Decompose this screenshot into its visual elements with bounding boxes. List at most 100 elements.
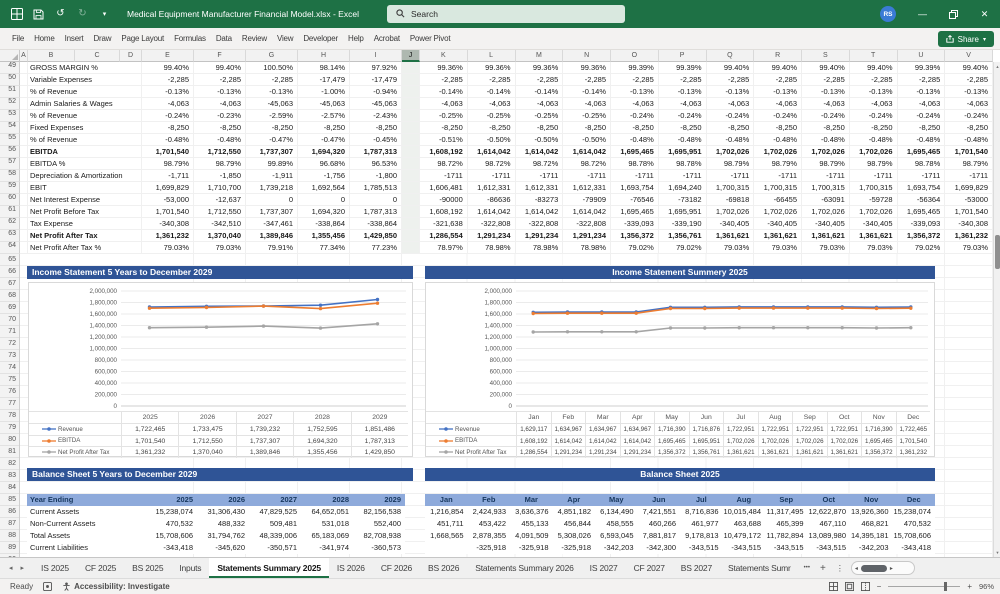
cell[interactable]: 1,389,846 [246,230,298,242]
cell[interactable]: 2,424,933 [472,507,506,516]
cell[interactable]: 79.03% [142,242,194,254]
cell[interactable]: -1711 [706,170,755,182]
row-header-72[interactable]: 72 [0,338,19,350]
sheet-nav-right-icon[interactable]: ▸ [20,565,25,572]
cell[interactable]: -2,285 [897,74,946,86]
bs-row-label[interactable]: Current Liabilities [30,543,88,552]
cell[interactable]: 97.92% [350,62,402,74]
row-header-52[interactable]: 52 [0,98,20,110]
cell[interactable]: 1,614,042 [515,146,564,158]
cell[interactable]: -0.48% [194,134,246,146]
cell[interactable]: 467,110 [819,519,846,528]
sheet-tab-is-2026[interactable]: IS 2026 [336,563,365,573]
cell[interactable]: -4,063 [515,98,564,110]
cell[interactable]: 1,612,331 [515,182,564,194]
cell[interactable] [20,62,28,74]
redo-icon[interactable]: ↻ [78,8,87,19]
cell[interactable]: -79909 [563,194,611,206]
cell[interactable]: 1,702,026 [849,146,898,158]
row-label-57[interactable]: EBITDA % [28,158,142,170]
cell[interactable]: 0 [350,194,402,206]
cell-selected-column[interactable] [402,98,420,110]
cell[interactable]: 1,692,564 [298,182,350,194]
cell[interactable]: -0.48% [658,134,707,146]
cell[interactable]: 1,614,042 [563,146,611,158]
cell[interactable]: -69818 [706,194,755,206]
cell[interactable]: -76546 [611,194,659,206]
cell[interactable]: 10,015,484 [723,507,761,516]
cell[interactable]: 99.40% [802,62,850,74]
row-header-61[interactable]: 61 [0,206,20,218]
cell[interactable]: 11,782,894 [766,531,804,540]
row-label-64[interactable]: Net Profit After Tax % [28,242,142,254]
cell[interactable]: 463,688 [733,519,761,528]
row-header-75[interactable]: 75 [0,374,19,386]
cell[interactable]: -59728 [849,194,898,206]
cell[interactable]: -340,405 [754,218,802,230]
cell[interactable]: 531,018 [321,519,349,528]
cell[interactable]: -4,063 [802,98,850,110]
page-layout-view-icon[interactable] [844,582,854,591]
cell[interactable]: -0.47% [246,134,298,146]
cell[interactable]: 1,701,540 [142,206,194,218]
cell[interactable]: -8,250 [849,122,898,134]
cell[interactable] [20,134,28,146]
column-header-B[interactable]: B [28,50,75,62]
cell[interactable]: 1,693,754 [611,182,659,194]
cell[interactable]: 98.78% [897,158,946,170]
cell[interactable]: 1,710,700 [194,182,246,194]
cell[interactable]: -0.50% [563,134,611,146]
cell-selected-column[interactable] [402,218,420,230]
row-header-51[interactable]: 51 [0,86,20,98]
cell[interactable]: -0.47% [298,134,350,146]
cell[interactable] [20,182,28,194]
cell[interactable]: 77.34% [298,242,350,254]
row-header-81[interactable]: 81 [0,446,19,458]
row-header-69[interactable]: 69 [0,302,19,314]
cell[interactable]: -1711 [515,170,564,182]
cell[interactable]: -45,063 [350,98,402,110]
cell[interactable]: 78.98% [515,242,564,254]
cell[interactable]: 79.02% [611,242,659,254]
cell[interactable]: -0.48% [849,134,898,146]
cell[interactable]: -1,850 [194,170,246,182]
cell[interactable] [425,542,468,554]
cell[interactable]: 1,702,026 [754,146,802,158]
column-header-I[interactable]: I [350,50,402,62]
cell[interactable]: -2,285 [706,74,755,86]
cell[interactable]: 98.14% [298,62,350,74]
sheet-tab-bs-2025[interactable]: BS 2025 [132,563,164,573]
cell[interactable]: 13,089,980 [808,531,846,540]
cell[interactable]: 1,695,465 [897,146,946,158]
cell[interactable]: 1,606,481 [420,182,468,194]
cell[interactable]: 1,785,513 [350,182,402,194]
cell[interactable]: 79.03% [194,242,246,254]
cell[interactable]: -4,063 [611,98,659,110]
cell[interactable]: 1,701,540 [945,206,993,218]
cell[interactable]: 1,712,550 [194,206,246,218]
cell[interactable]: -4,063 [467,98,516,110]
row-label-54[interactable]: Fixed Expenses [28,122,142,134]
row-header-76[interactable]: 76 [0,386,19,398]
cell[interactable]: -0.13% [706,86,755,98]
row-header-70[interactable]: 70 [0,314,19,326]
hscroll-right-icon[interactable]: ▸ [889,565,893,572]
cell[interactable]: 1,700,315 [754,182,802,194]
cell[interactable]: -8,250 [945,122,993,134]
cell[interactable]: -322,808 [515,218,564,230]
cell[interactable]: 98.79% [849,158,898,170]
cell[interactable]: 79.03% [754,242,802,254]
cell[interactable]: 451,711 [436,519,464,528]
cell[interactable]: -343,515 [816,543,846,552]
bs-row-label[interactable]: Current Assets [30,507,80,516]
cell[interactable]: 1,614,042 [515,206,564,218]
cell[interactable]: -0.13% [897,86,946,98]
cell[interactable]: -343,515 [731,543,761,552]
cell[interactable]: 99.40% [945,62,993,74]
ribbon-tab-file[interactable]: File [12,34,25,43]
cell[interactable]: 1,608,192 [420,206,468,218]
cell-selected-column[interactable] [402,182,420,194]
cell[interactable]: -340,405 [849,218,898,230]
cell[interactable]: -339,190 [658,218,707,230]
cell[interactable]: 99.36% [420,62,468,74]
